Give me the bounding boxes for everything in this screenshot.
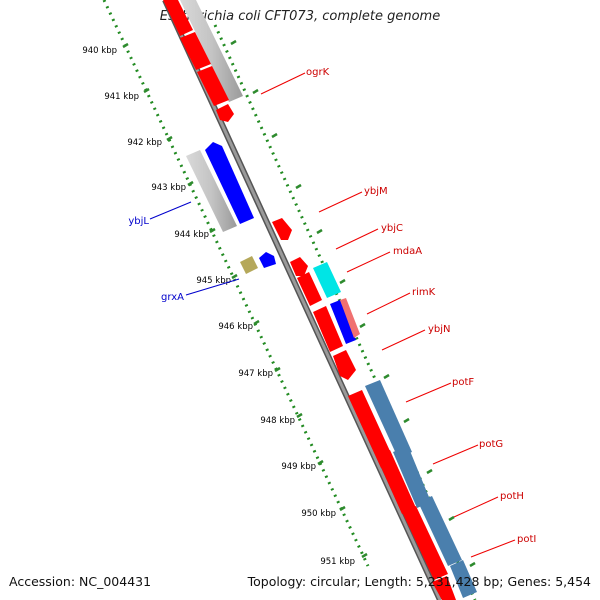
- gene-feature-cyan: [313, 262, 341, 298]
- label-leaders: [149, 72, 516, 558]
- gene-feature-red: [348, 390, 395, 468]
- topology-label: Topology: circular;: [247, 574, 361, 589]
- gene-arrow-red: [216, 104, 234, 122]
- gene-label-potf: potF: [452, 377, 474, 388]
- gene-label-ybjl: ybjL: [128, 216, 149, 227]
- ruler-label: 941 kbp: [104, 92, 139, 102]
- genome-summary: Topology: circular; Length: 5,231,428 bp…: [248, 574, 591, 589]
- ruler-label: 949 kbp: [281, 462, 316, 472]
- ruler-label: 948 kbp: [260, 416, 295, 426]
- ruler-label: 943 kbp: [151, 183, 186, 193]
- ruler-label: 942 kbp: [127, 138, 162, 148]
- gene-label-ogrk: ogrK: [306, 67, 330, 78]
- gene-feature-blue: [205, 142, 254, 224]
- gene-feature-red: [432, 576, 456, 600]
- gene-feature-red: [376, 450, 416, 514]
- ruler-label: 951 kbp: [320, 557, 355, 567]
- gene-label-ybjc: ybjC: [381, 223, 403, 234]
- ruler-label: 945 kbp: [196, 276, 231, 286]
- reverse-strand-features: [163, 0, 276, 274]
- gene-feature-red: [297, 272, 322, 306]
- gene-arrow-red: [272, 218, 292, 240]
- ruler-label: 947 kbp: [238, 369, 273, 379]
- ruler-label: 944 kbp: [174, 230, 209, 240]
- gene-feature-gray: [180, 0, 243, 102]
- gene-feature-blue: [330, 300, 356, 344]
- genes-label: Genes: 5,454: [507, 574, 591, 589]
- gene-feature-red: [402, 506, 448, 580]
- gene-feature-olive: [240, 256, 258, 274]
- gene-label-ybjn: ybjN: [428, 324, 451, 335]
- ruler-label: 940 kbp: [82, 46, 117, 56]
- gene-feature-steel: [365, 380, 412, 458]
- ruler-label: 946 kbp: [218, 322, 253, 332]
- length-label: Length: 5,231,428 bp;: [364, 574, 504, 589]
- gene-feature-gray: [186, 150, 237, 232]
- gene-labels: ogrK ybjL ybjM ybjC mdaA grxA rimK ybjN …: [128, 67, 536, 545]
- forward-strand-features: [272, 218, 477, 600]
- gene-feature-steel: [450, 560, 477, 598]
- ruler-labels: 940 kbp 941 kbp 942 kbp 943 kbp 944 kbp …: [82, 46, 355, 567]
- gene-label-potg: potG: [479, 439, 503, 450]
- ruler-ticks: [122, 42, 368, 559]
- accession-label: Accession: NC_004431: [9, 574, 152, 589]
- gene-arrow-blue: [259, 252, 276, 268]
- gene-label-ybjm: ybjM: [364, 186, 388, 197]
- gene-label-poth: potH: [500, 491, 524, 502]
- ruler-label: 950 kbp: [301, 509, 336, 519]
- gene-feature-steel: [418, 496, 462, 566]
- gene-label-grxa: grxA: [161, 292, 184, 303]
- gene-feature-red: [290, 257, 308, 276]
- gene-feature-red: [313, 306, 343, 352]
- gene-label-mdaa: mdaA: [393, 246, 422, 257]
- gene-label-rimk: rimK: [412, 287, 436, 298]
- gene-arrow-red: [333, 350, 356, 380]
- map-title: Escherichia coli CFT073, complete genome: [159, 9, 441, 24]
- gene-feature-red: [180, 32, 211, 70]
- gene-feature-steel: [393, 446, 431, 508]
- gene-feature-red: [197, 66, 229, 106]
- genome-backbone-highlight: [163, 0, 442, 600]
- outer-ruler-ticks: [230, 39, 476, 568]
- gene-feature-pink: [340, 298, 360, 338]
- gene-label-poti: potI: [517, 534, 536, 545]
- gene-feature-red: [163, 0, 193, 36]
